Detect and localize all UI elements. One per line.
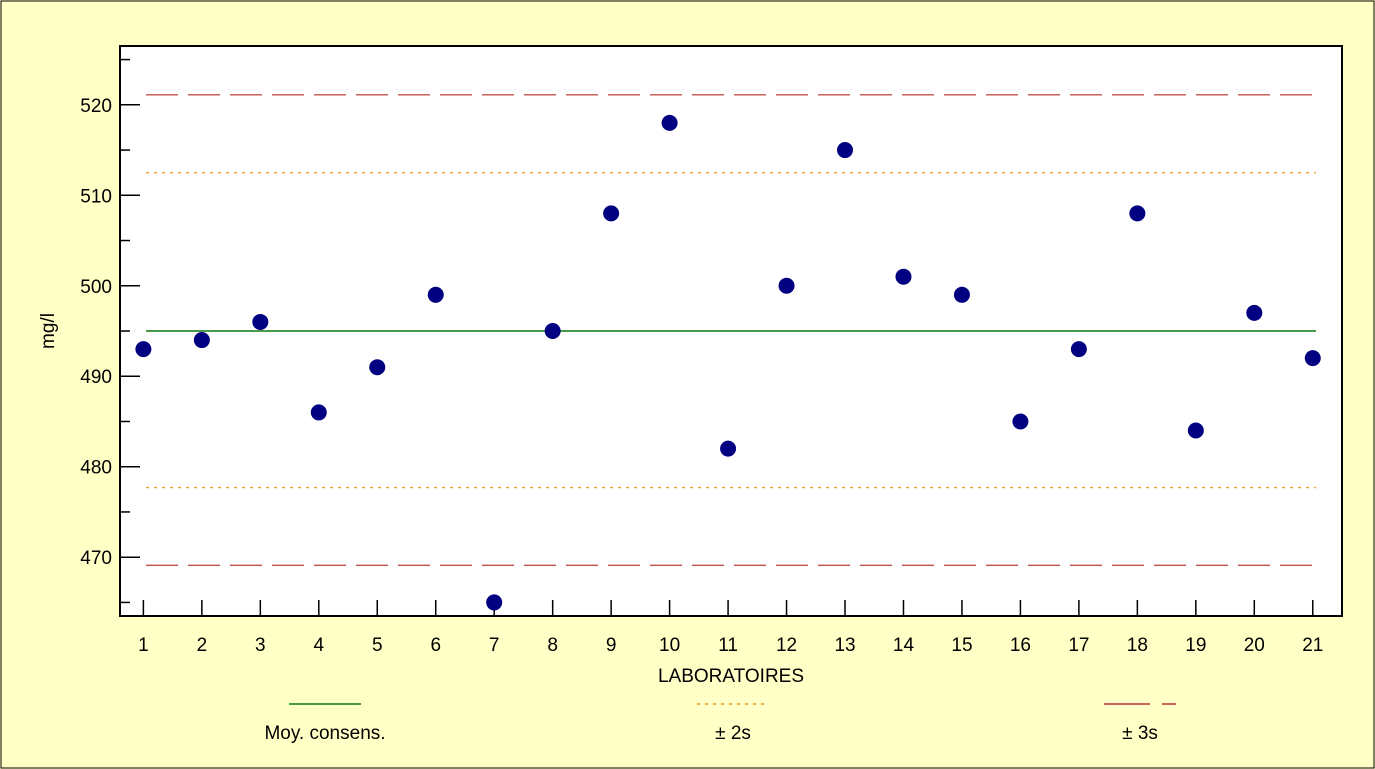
data-point xyxy=(661,114,678,131)
x-tick-label: 1 xyxy=(138,635,149,656)
y-tick-label: 520 xyxy=(80,96,112,117)
data-point xyxy=(1070,341,1087,358)
x-tick-label: 8 xyxy=(547,635,558,656)
data-point xyxy=(953,286,970,303)
y-tick-label: 470 xyxy=(80,548,112,569)
data-point xyxy=(252,313,269,330)
x-tick-label: 14 xyxy=(893,635,915,656)
data-point xyxy=(135,341,152,358)
y-tick-label: 480 xyxy=(80,458,112,479)
y-axis-title: mg/l xyxy=(38,313,59,349)
x-axis-title: LABORATOIRES xyxy=(658,666,804,687)
x-tick-label: 5 xyxy=(372,635,383,656)
x-tick-label: 16 xyxy=(1010,635,1031,656)
data-point xyxy=(427,286,444,303)
legend-label: Moy. consens. xyxy=(264,723,385,744)
data-point xyxy=(837,142,854,159)
data-point xyxy=(369,359,386,376)
legend-label: ± 3s xyxy=(1122,723,1158,744)
x-tick-label: 18 xyxy=(1127,635,1148,656)
x-tick-label: 19 xyxy=(1185,635,1206,656)
data-point xyxy=(1246,304,1263,321)
x-tick-label: 7 xyxy=(489,635,500,656)
x-tick-label: 11 xyxy=(718,635,738,656)
x-tick-label: 4 xyxy=(314,635,325,656)
legend: Moy. consens. ± 2s ± 3s xyxy=(264,703,1176,744)
data-point xyxy=(486,594,503,611)
data-point xyxy=(603,205,620,222)
data-point xyxy=(1304,350,1321,367)
data-point xyxy=(895,268,912,285)
data-point xyxy=(778,277,795,294)
x-tick-label: 9 xyxy=(606,635,617,656)
data-points xyxy=(135,114,1321,611)
y-tick-label: 510 xyxy=(80,186,112,207)
data-point xyxy=(720,440,737,457)
data-point xyxy=(544,323,561,339)
x-tick-label: 21 xyxy=(1302,635,1323,656)
y-tick-label: 500 xyxy=(80,277,112,298)
x-tick-label: 15 xyxy=(951,635,972,656)
legend-label: ± 2s xyxy=(715,723,751,744)
x-tick-label: 3 xyxy=(255,635,266,656)
x-tick-label: 13 xyxy=(834,635,855,656)
data-point xyxy=(1187,422,1204,439)
reference-lines xyxy=(146,94,1316,567)
data-point xyxy=(1012,413,1029,430)
x-tick-label: 2 xyxy=(197,635,208,656)
y-axis: 470 480 490 500 510 520 xyxy=(80,58,140,604)
x-tick-label: 20 xyxy=(1244,635,1265,656)
data-point xyxy=(310,404,327,421)
x-tick-label: 10 xyxy=(659,635,680,656)
y-tick-label: 490 xyxy=(80,367,112,388)
x-tick-label: 17 xyxy=(1068,635,1089,656)
x-tick-label: 6 xyxy=(430,635,441,656)
x-axis: 1 2 3 4 5 6 7 8 9 10 11 12 13 14 15 16 17 18 19 20 21 xyxy=(138,600,1323,656)
data-point xyxy=(1129,205,1146,222)
data-point xyxy=(193,332,210,349)
x-tick-label: 12 xyxy=(776,635,797,656)
